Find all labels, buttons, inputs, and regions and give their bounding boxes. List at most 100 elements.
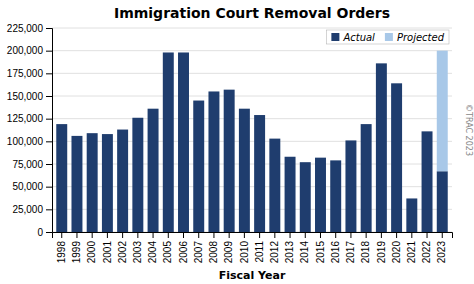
bar bbox=[437, 51, 448, 172]
y-tick: 75,000 bbox=[12, 159, 52, 170]
y-tick-label: 200,000 bbox=[7, 45, 44, 56]
bar bbox=[193, 100, 204, 101]
bar bbox=[285, 156, 296, 157]
grid-line bbox=[52, 73, 452, 74]
x-tick: 2018 bbox=[360, 232, 371, 263]
bar bbox=[102, 134, 113, 135]
x-tick: 1999 bbox=[71, 232, 82, 263]
x-tick: 2004 bbox=[147, 232, 158, 263]
legend: ActualProjected bbox=[326, 30, 449, 44]
bar-series bbox=[437, 51, 448, 172]
bars bbox=[56, 51, 447, 232]
x-tick: 2009 bbox=[223, 232, 234, 263]
x-tick-label: 2021 bbox=[406, 241, 417, 264]
x-axis-line bbox=[53, 233, 453, 239]
bar bbox=[87, 133, 98, 134]
title: Immigration Court Removal Orders bbox=[114, 5, 390, 21]
x-tick-mark bbox=[396, 232, 397, 238]
x-tick: 2006 bbox=[178, 232, 189, 263]
x-tick-mark bbox=[213, 232, 214, 238]
x-tick: 2022 bbox=[421, 232, 432, 263]
plot: 025,00050,00075,000100,000125,000150,000… bbox=[7, 23, 453, 264]
y-tick: 50,000 bbox=[12, 181, 52, 192]
x-tick-label: 2011 bbox=[254, 241, 265, 263]
x-tick-mark bbox=[381, 232, 382, 238]
bar bbox=[254, 115, 265, 232]
x-tick: 2023 bbox=[436, 232, 447, 263]
x-tick-mark bbox=[183, 232, 184, 238]
x-tick-label: 2023 bbox=[436, 241, 447, 264]
x-tick-mark bbox=[305, 232, 306, 238]
bar bbox=[361, 124, 372, 125]
legend-label: Projected bbox=[397, 32, 445, 43]
y-tick-mark bbox=[46, 51, 52, 52]
y-tick-mark bbox=[46, 187, 52, 188]
x-tick-label: 2012 bbox=[269, 241, 280, 264]
bar bbox=[87, 133, 98, 232]
bar bbox=[330, 160, 341, 161]
x-tick-mark bbox=[198, 232, 199, 238]
x-tick-label: 2015 bbox=[315, 241, 326, 264]
x-axis-label: Fiscal Year bbox=[219, 269, 286, 282]
annotation: ©TRAC 2023 bbox=[464, 104, 473, 156]
x-tick-mark bbox=[442, 232, 443, 238]
y-tick: 25,000 bbox=[12, 204, 52, 215]
x-tick-label: 2004 bbox=[147, 241, 158, 264]
x-tick: 2020 bbox=[391, 232, 402, 263]
grid-line bbox=[52, 28, 452, 29]
x-tick-mark bbox=[350, 232, 351, 238]
legend-box bbox=[326, 30, 449, 44]
bar bbox=[117, 130, 128, 232]
x-tick: 2000 bbox=[86, 232, 97, 263]
x-tick-mark bbox=[274, 232, 275, 238]
y-tick-mark bbox=[46, 164, 52, 165]
bar bbox=[269, 139, 280, 232]
x-tick: 2017 bbox=[345, 232, 356, 263]
bar bbox=[300, 162, 311, 232]
bar bbox=[315, 158, 326, 232]
x-tick-mark bbox=[244, 232, 245, 238]
x-tick-mark bbox=[153, 232, 154, 238]
y-tick: 200,000 bbox=[7, 45, 52, 56]
bar bbox=[239, 109, 250, 232]
bar bbox=[315, 157, 326, 158]
y-tick-label: 175,000 bbox=[7, 68, 44, 79]
x-tick-mark bbox=[61, 232, 62, 238]
y-axis: 025,00050,00075,000100,000125,000150,000… bbox=[7, 23, 53, 238]
bar bbox=[376, 63, 387, 232]
bar bbox=[132, 117, 143, 118]
bar bbox=[345, 140, 356, 141]
bar bbox=[163, 52, 174, 232]
bar bbox=[178, 52, 189, 53]
y-tick: 125,000 bbox=[7, 113, 52, 124]
x-tick: 2003 bbox=[132, 232, 143, 263]
x-tick-label: 2003 bbox=[132, 241, 143, 264]
x-tick-label: 2014 bbox=[299, 241, 310, 264]
bar bbox=[345, 140, 356, 232]
x-tick-label: 2010 bbox=[239, 241, 250, 264]
x-tick-label: 2005 bbox=[162, 241, 173, 264]
bar bbox=[285, 157, 296, 232]
y-tick-mark bbox=[46, 96, 52, 97]
y-tick: 225,000 bbox=[7, 23, 52, 34]
x-tick: 2001 bbox=[102, 232, 113, 263]
x-tick: 2015 bbox=[315, 232, 326, 263]
x-tick: 2007 bbox=[193, 232, 204, 263]
bar bbox=[163, 52, 174, 53]
bar bbox=[239, 108, 250, 109]
x-tick-label: 2018 bbox=[360, 241, 371, 264]
y-tick-label: 75,000 bbox=[12, 159, 43, 170]
x-tick-label: 1999 bbox=[71, 241, 82, 264]
x-tick: 2016 bbox=[330, 232, 341, 263]
x-tick-label: 2000 bbox=[86, 241, 97, 264]
bar bbox=[56, 124, 67, 232]
x-tick-mark bbox=[427, 232, 428, 238]
y-tick-mark bbox=[46, 119, 52, 120]
y-tick-label: 150,000 bbox=[7, 91, 44, 102]
x-tick-mark bbox=[137, 232, 138, 238]
x-tick: 2014 bbox=[299, 232, 310, 263]
y-axis-line bbox=[46, 29, 53, 233]
y-tick-label: 0 bbox=[37, 227, 43, 238]
y-tick: 150,000 bbox=[7, 91, 52, 102]
x-tick-label: 2013 bbox=[284, 241, 295, 264]
